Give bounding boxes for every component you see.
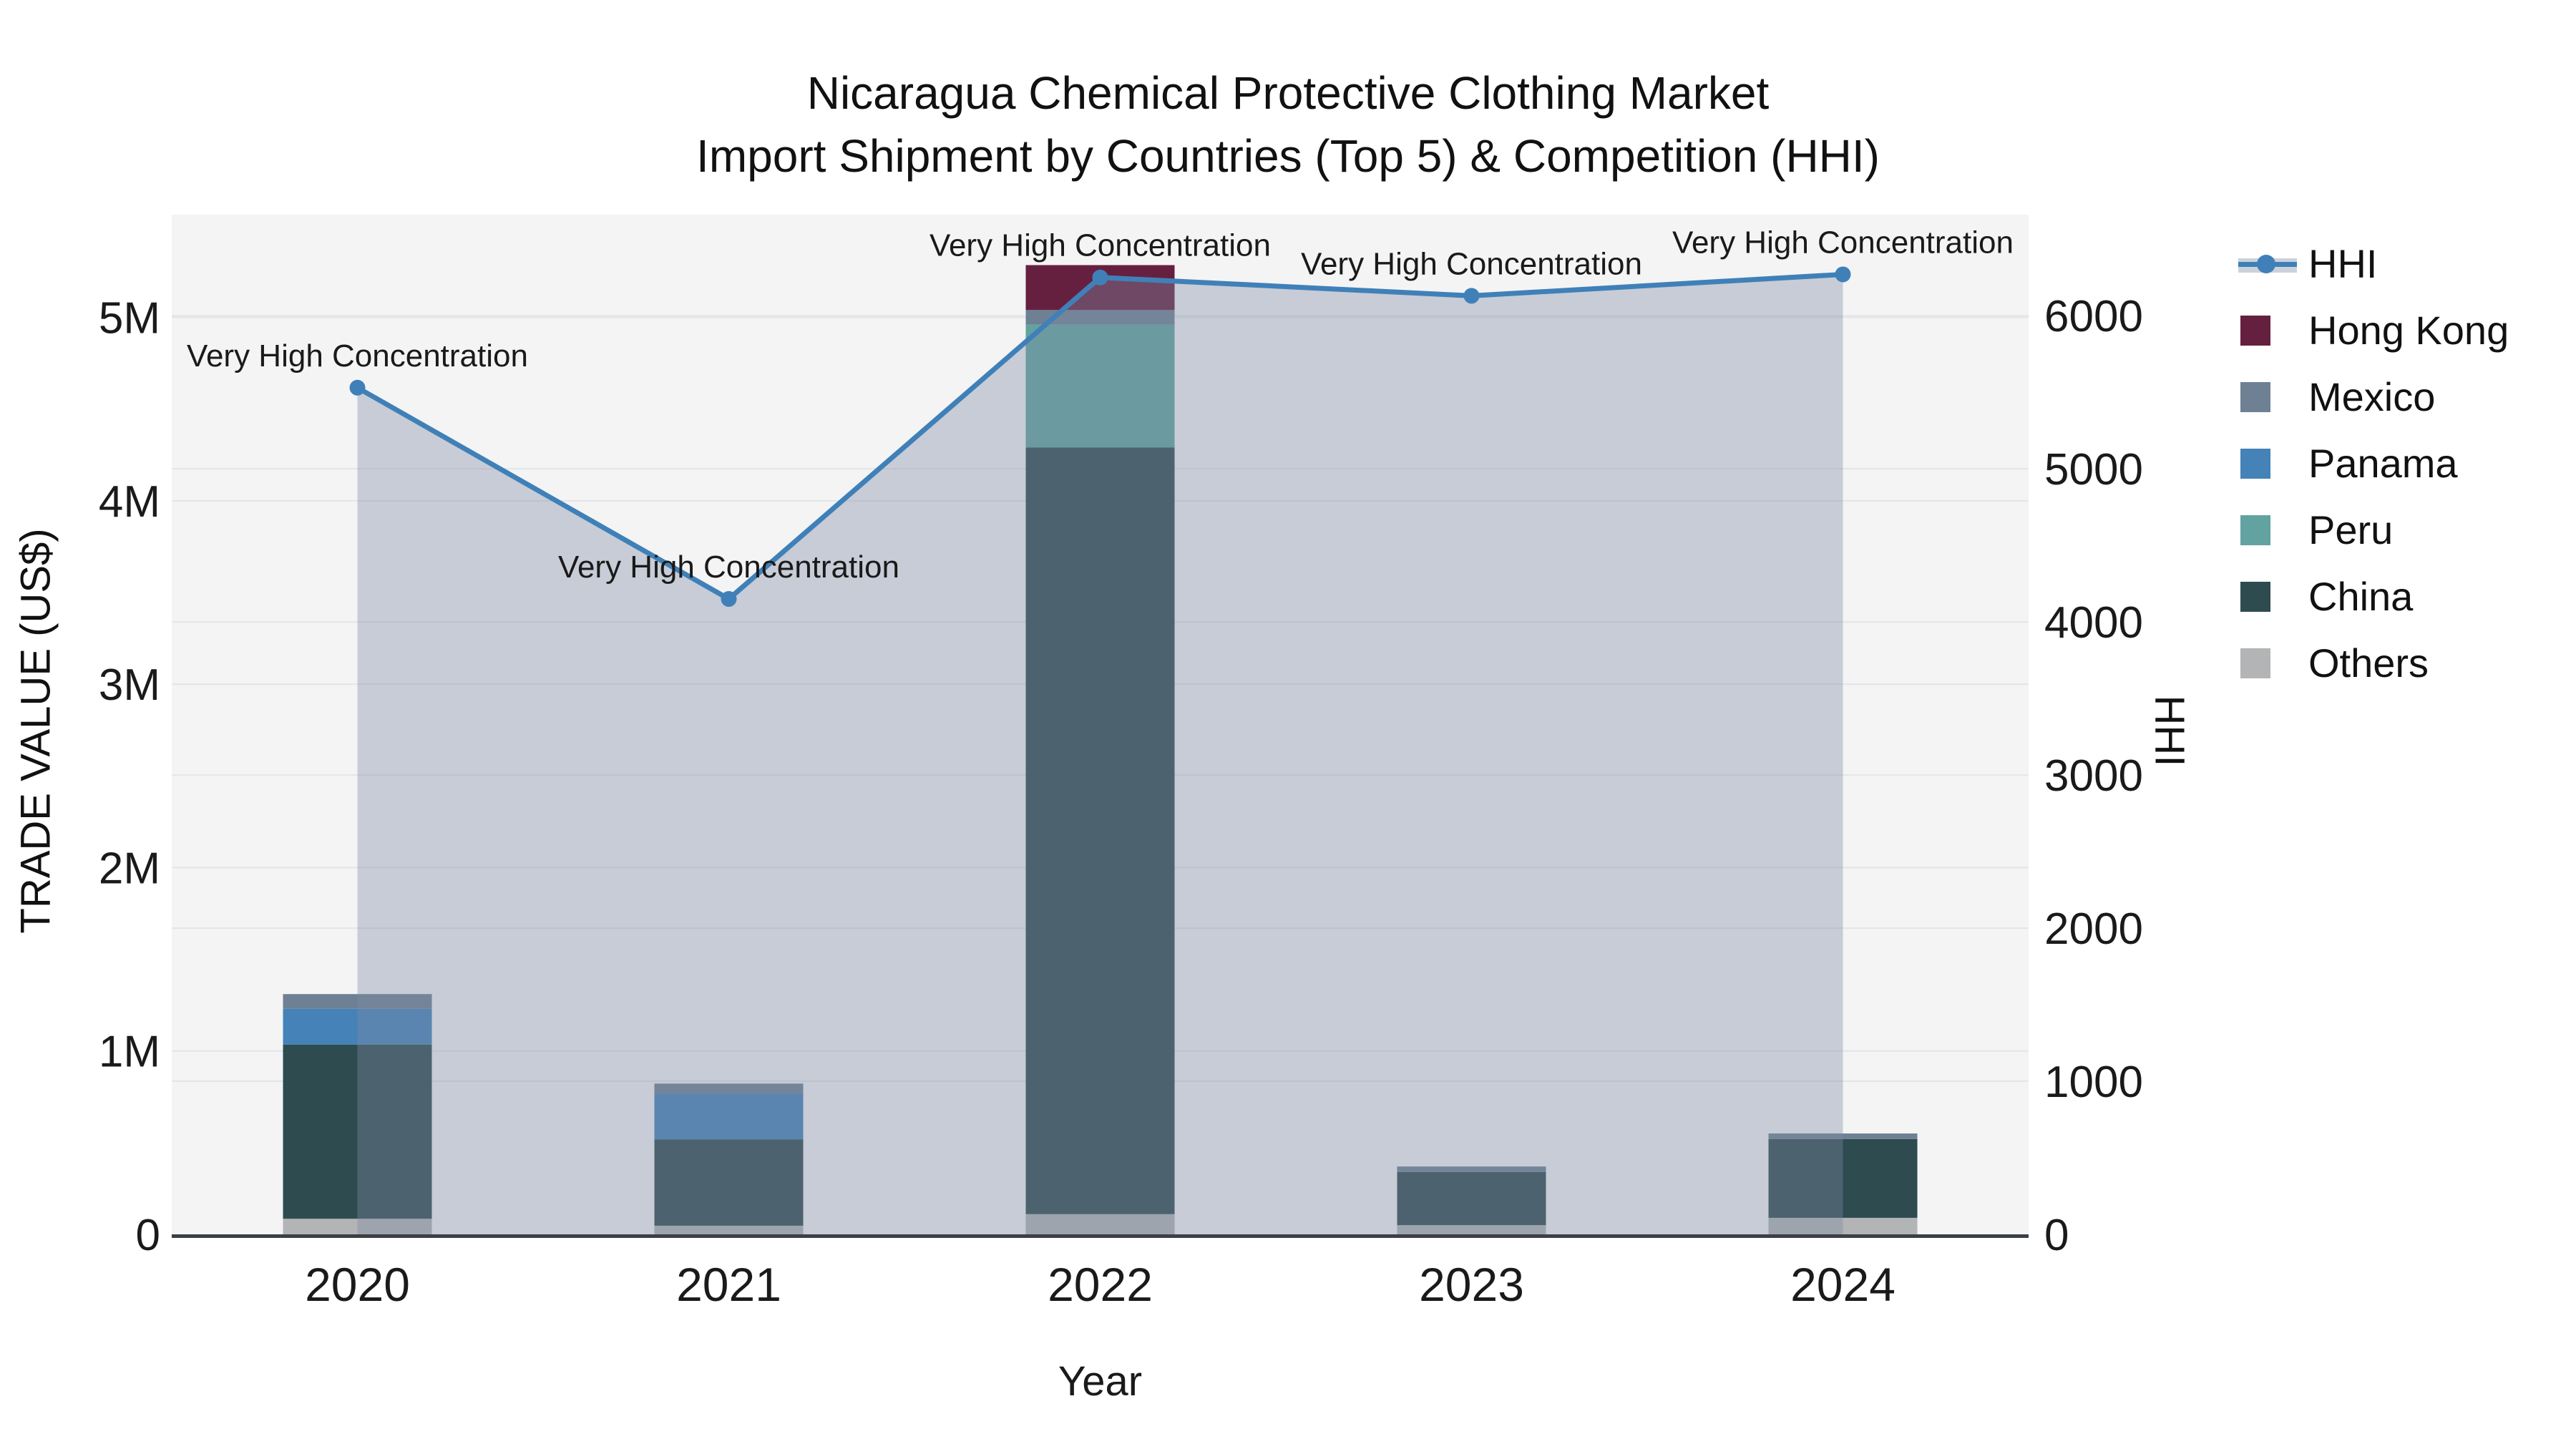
legend-item-china[interactable]: China bbox=[2238, 563, 2509, 630]
hhi-marker-2021 bbox=[721, 591, 737, 608]
y-right-tick-3000: 3000 bbox=[2044, 751, 2143, 801]
legend-item-others[interactable]: Others bbox=[2238, 630, 2509, 696]
x-tick-2022: 2022 bbox=[1048, 1258, 1153, 1311]
legend-label: Panama bbox=[2308, 441, 2458, 486]
y-left-tick-1M: 1M bbox=[99, 1028, 160, 1077]
x-tick-2024: 2024 bbox=[1790, 1258, 1896, 1311]
legend-label: Mexico bbox=[2308, 374, 2436, 419]
legend-label: Others bbox=[2308, 640, 2429, 686]
annotation-2021: Very High Concentration bbox=[558, 550, 899, 585]
y-left-tick-0: 0 bbox=[136, 1211, 160, 1260]
bar-segment-others-2020 bbox=[283, 1219, 432, 1234]
chart-title-line1: Nicaragua Chemical Protective Clothing M… bbox=[806, 67, 1770, 119]
y-left-tick-4M: 4M bbox=[99, 477, 160, 527]
legend-item-panama[interactable]: Panama bbox=[2238, 430, 2509, 497]
y-right-tick-5000: 5000 bbox=[2044, 445, 2143, 494]
chart-title-line2: Import Shipment by Countries (Top 5) & C… bbox=[696, 130, 1880, 182]
legend-item-mexico[interactable]: Mexico bbox=[2238, 364, 2509, 430]
annotation-2022: Very High Concentration bbox=[930, 228, 1271, 263]
legend-line-swatch-icon bbox=[2238, 249, 2298, 279]
legend-square-swatch-icon bbox=[2238, 581, 2298, 612]
legend-square-swatch-icon bbox=[2238, 448, 2298, 479]
hhi-area-fill bbox=[357, 274, 1843, 1235]
y-right-tick-4000: 4000 bbox=[2044, 598, 2143, 648]
annotation-2024: Very High Concentration bbox=[1672, 225, 2014, 260]
color-swatch-icon bbox=[2240, 514, 2270, 545]
bar-segment-others-2022 bbox=[1025, 1214, 1175, 1234]
legend-label: HHI bbox=[2308, 241, 2378, 286]
hhi-marker-2022 bbox=[1092, 269, 1108, 286]
y-axis-left-title: TRADE VALUE (US$) bbox=[12, 528, 59, 934]
hhi-marker-2024 bbox=[1835, 266, 1851, 283]
x-axis-line bbox=[172, 1234, 2029, 1238]
legend-label: Hong Kong bbox=[2308, 308, 2509, 353]
line-marker-icon bbox=[2257, 254, 2275, 273]
x-tick-2021: 2021 bbox=[676, 1258, 781, 1311]
legend-label: China bbox=[2308, 574, 2414, 619]
bar-segment-others-2021 bbox=[654, 1225, 804, 1234]
bar-segment-panama-2020 bbox=[283, 1008, 432, 1045]
bar-segment-mexico-2021 bbox=[654, 1083, 804, 1094]
y-left-tick-2M: 2M bbox=[99, 844, 160, 893]
color-swatch-icon bbox=[2240, 448, 2270, 479]
y-right-tick-2000: 2000 bbox=[2044, 904, 2143, 954]
y-right-tick-0: 0 bbox=[2044, 1211, 2069, 1260]
bar-segment-others-2023 bbox=[1397, 1225, 1546, 1234]
legend-square-swatch-icon bbox=[2238, 315, 2298, 346]
bar-segment-mexico-2020 bbox=[283, 994, 432, 1009]
hhi-marker-2023 bbox=[1463, 288, 1480, 304]
legend-item-peru[interactable]: Peru bbox=[2238, 497, 2509, 563]
color-swatch-icon bbox=[2240, 581, 2270, 612]
legend-square-swatch-icon bbox=[2238, 381, 2298, 412]
legend-square-swatch-icon bbox=[2238, 514, 2298, 545]
y-right-tick-1000: 1000 bbox=[2044, 1058, 2143, 1107]
bar-segment-china-2021 bbox=[654, 1139, 804, 1226]
color-swatch-icon bbox=[2240, 648, 2270, 678]
legend-item-hhi[interactable]: HHI bbox=[2238, 230, 2509, 297]
y-axis-right-title: HHI bbox=[2146, 695, 2193, 767]
annotation-2023: Very High Concentration bbox=[1301, 246, 1642, 281]
legend-square-swatch-icon bbox=[2238, 648, 2298, 678]
annotation-2020: Very High Concentration bbox=[187, 338, 528, 374]
legend-item-hong-kong[interactable]: Hong Kong bbox=[2238, 297, 2509, 364]
bar-segment-china-2023 bbox=[1397, 1171, 1546, 1226]
x-tick-2020: 2020 bbox=[305, 1258, 410, 1311]
y-right-tick-6000: 6000 bbox=[2044, 292, 2143, 341]
hhi-marker-2020 bbox=[349, 379, 366, 396]
bar-segment-others-2024 bbox=[1768, 1217, 1918, 1234]
bar-segment-china-2022 bbox=[1025, 447, 1175, 1214]
y-left-tick-5M: 5M bbox=[99, 294, 160, 343]
x-axis-title: Year bbox=[1058, 1358, 1142, 1405]
bar-segment-peru-2022 bbox=[1025, 324, 1175, 448]
x-tick-2023: 2023 bbox=[1419, 1258, 1524, 1311]
bar-segment-china-2024 bbox=[1768, 1138, 1918, 1218]
bar-segment-panama-2021 bbox=[654, 1093, 804, 1140]
bar-segment-mexico-2023 bbox=[1397, 1166, 1546, 1172]
bar-segment-mexico-2024 bbox=[1768, 1133, 1918, 1139]
legend: HHI Hong Kong Mexico Panama Peru China Others bbox=[2238, 230, 2509, 696]
color-swatch-icon bbox=[2240, 315, 2270, 346]
bar-segment-mexico-2022 bbox=[1025, 310, 1175, 325]
legend-label: Peru bbox=[2308, 507, 2394, 552]
chart-title: Nicaragua Chemical Protective Clothing M… bbox=[0, 62, 2576, 187]
y-left-tick-3M: 3M bbox=[99, 660, 160, 710]
color-swatch-icon bbox=[2240, 381, 2270, 412]
bar-segment-china-2020 bbox=[283, 1044, 432, 1219]
